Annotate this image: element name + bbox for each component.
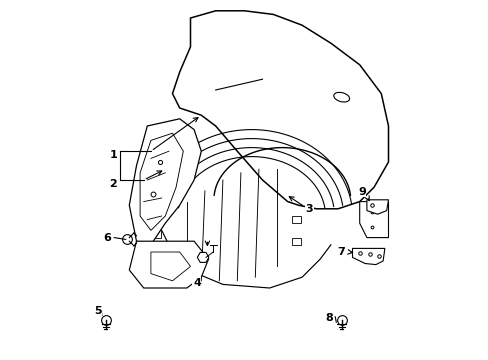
FancyBboxPatch shape [292, 238, 301, 245]
Ellipse shape [333, 93, 349, 102]
Text: 8: 8 [325, 312, 332, 323]
Polygon shape [140, 133, 183, 230]
Polygon shape [151, 252, 190, 281]
Text: 2: 2 [109, 179, 117, 189]
Text: 1: 1 [109, 150, 117, 160]
Polygon shape [352, 248, 384, 265]
Text: 4: 4 [193, 278, 201, 288]
FancyBboxPatch shape [152, 205, 160, 212]
Polygon shape [366, 200, 387, 214]
Polygon shape [197, 252, 208, 262]
Polygon shape [172, 11, 387, 209]
FancyBboxPatch shape [152, 230, 160, 238]
Text: 3: 3 [305, 204, 312, 214]
Polygon shape [129, 241, 208, 288]
FancyBboxPatch shape [292, 216, 301, 223]
Text: 9: 9 [357, 186, 365, 197]
Text: 6: 6 [103, 233, 111, 243]
Polygon shape [129, 119, 201, 245]
Polygon shape [359, 202, 387, 238]
Text: 7: 7 [336, 247, 344, 257]
Text: 5: 5 [94, 306, 101, 316]
